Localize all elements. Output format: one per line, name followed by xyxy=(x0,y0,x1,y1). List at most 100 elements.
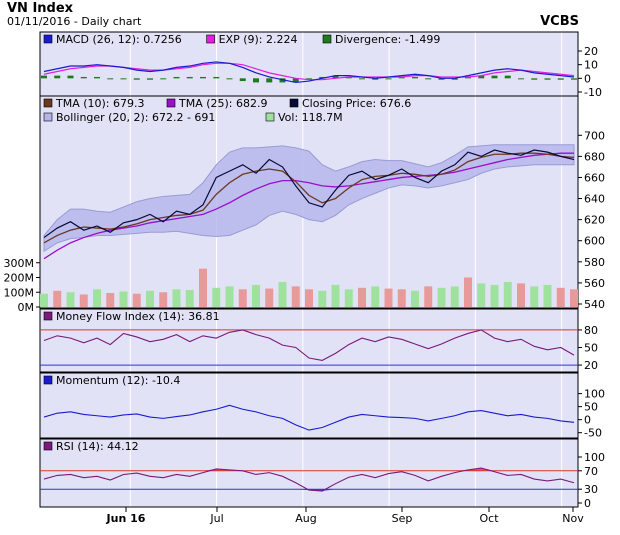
legend-swatch xyxy=(43,98,53,108)
legend-swatch xyxy=(322,34,332,44)
legend-swatch xyxy=(289,98,299,108)
legend-swatch xyxy=(206,34,215,44)
legend-swatch xyxy=(43,311,53,321)
divergence-bar xyxy=(571,78,577,80)
volume-bar xyxy=(305,289,313,307)
volume-bar xyxy=(40,293,48,307)
volume-bar xyxy=(530,286,539,307)
y-tick-label: 10 xyxy=(584,59,598,72)
x-tick-label: Oct xyxy=(479,512,499,525)
volume-tick-label: 200M xyxy=(4,272,35,285)
legend-swatch xyxy=(265,112,275,122)
legend-swatch xyxy=(43,375,53,385)
volume-bar xyxy=(450,286,459,307)
macd-legend-bg xyxy=(40,32,578,47)
volume-bar xyxy=(106,292,115,307)
macd-plot-bg xyxy=(40,47,578,96)
divergence-bar xyxy=(518,78,524,80)
y-tick-label: -10 xyxy=(584,86,602,99)
momentum-frame xyxy=(39,372,579,439)
divergence-bar xyxy=(359,78,365,80)
y-tick-label: 560 xyxy=(584,277,605,290)
y-tick-label: 0 xyxy=(584,414,591,427)
divergence-bar xyxy=(306,78,312,80)
divergence-bar xyxy=(531,78,538,80)
price-frame xyxy=(39,95,579,309)
legend-label: Bollinger (20, 2): 672.2 - 691 xyxy=(56,111,215,124)
legend-label: TMA (25): 682.9 xyxy=(178,97,268,110)
divergence-bar xyxy=(557,78,564,80)
divergence-bar xyxy=(67,75,74,79)
y-tick-label: 660 xyxy=(584,171,605,184)
rsi-legend-bg xyxy=(40,439,578,453)
volume-bar xyxy=(371,286,380,307)
y-tick-label: 680 xyxy=(584,150,605,163)
volume-tick-label: 0M xyxy=(18,301,35,314)
volume-bar xyxy=(93,289,101,307)
tma10-line xyxy=(43,152,575,244)
volume-bar xyxy=(172,289,181,307)
volume-bar xyxy=(199,268,207,307)
y-tick-label: 20 xyxy=(584,45,598,58)
volume-bar xyxy=(397,289,406,307)
divergence-bar xyxy=(319,76,326,79)
mfi-plot-bg xyxy=(40,323,578,372)
legend-label: Momentum (12): -10.4 xyxy=(56,374,180,387)
divergence-bar xyxy=(41,75,47,79)
volume-bar xyxy=(570,289,578,307)
y-tick-label: 620 xyxy=(584,214,605,227)
volume-bar xyxy=(278,281,287,307)
mfi-panel: Money Flow Index (14): 36.81 xyxy=(39,308,579,373)
divergence-bar xyxy=(292,78,299,83)
x-tick-label: Aug xyxy=(295,512,316,525)
volume-bar xyxy=(437,287,446,307)
mfi-frame xyxy=(39,308,579,373)
divergence-bar xyxy=(332,75,339,79)
volume-bar xyxy=(556,287,565,307)
divergence-bar xyxy=(425,78,432,80)
x-tick-label: Sep xyxy=(392,512,413,525)
volume-bar xyxy=(159,292,168,307)
y-tick-label: 50 xyxy=(584,342,598,355)
y-tick-label: 640 xyxy=(584,193,605,206)
y-tick-label: 20 xyxy=(584,359,598,372)
divergence-bar xyxy=(372,78,379,80)
volume-tick-label: 300M xyxy=(4,257,35,270)
y-tick-label: 0 xyxy=(584,497,591,510)
legend-label: Vol: 118.7M xyxy=(278,111,343,124)
divergence-bar xyxy=(80,76,87,79)
divergence-bar xyxy=(186,76,193,79)
divergence-bar xyxy=(279,78,286,83)
divergence-bar xyxy=(451,78,458,80)
price-yaxis: 700 680 660 640 620 600 580 560 540 xyxy=(578,129,605,311)
volume-bar xyxy=(411,290,419,307)
rsi-line xyxy=(43,467,575,492)
divergence-bar xyxy=(160,78,167,80)
divergence-bar xyxy=(147,78,153,80)
volume-bar xyxy=(358,287,366,307)
divergence-bar xyxy=(345,76,352,79)
volume-bar xyxy=(424,286,433,307)
volume-bar xyxy=(477,283,486,307)
x-axis: Jun 16 Jul Aug Sep Oct Nov xyxy=(106,507,584,525)
y-tick-label: 600 xyxy=(584,235,605,248)
y-tick-label: 580 xyxy=(584,256,605,269)
volume-bar xyxy=(79,294,88,307)
divergence-bar xyxy=(544,78,551,80)
legend-label: MACD (26, 12): 0.7256 xyxy=(56,33,182,46)
volume-bar xyxy=(331,284,340,307)
rsi-panel: RSI (14): 44.12 xyxy=(39,438,579,508)
y-tick-label: 100 xyxy=(584,388,605,401)
rsi-frame xyxy=(39,438,579,508)
mfi-legend-bg xyxy=(40,309,578,323)
divergence-bar xyxy=(120,78,127,80)
y-tick-label: 80 xyxy=(584,324,598,337)
divergence-bar xyxy=(253,78,259,83)
divergence-bar xyxy=(213,76,220,79)
y-tick-label: 540 xyxy=(584,298,605,311)
momentum-line xyxy=(43,404,575,431)
macd-panel: MACD (26, 12): 0.7256 EXP (9): 2.224 Diver… xyxy=(39,31,579,97)
legend-swatch xyxy=(43,112,53,122)
